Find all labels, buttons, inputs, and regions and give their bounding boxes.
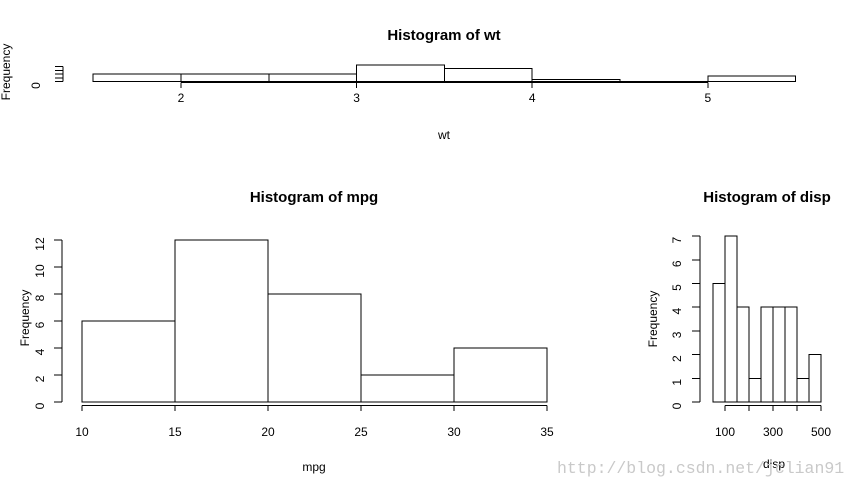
histogram-bar-mpg <box>174 239 269 403</box>
x-tick-label-mpg: 35 <box>540 425 554 439</box>
y-tick-label-mpg: 10 <box>33 264 47 278</box>
histogram-bar-mpg <box>267 293 362 403</box>
x-tick-label-mpg: 10 <box>75 425 89 439</box>
x-tick-label-mpg: 25 <box>354 425 368 439</box>
histogram-bar-mpg <box>360 374 455 403</box>
x-tick-label-wt: 2 <box>178 91 185 105</box>
histogram-bar-disp <box>748 377 762 403</box>
watermark: http://blog.csdn.net/jclian91 <box>557 459 845 478</box>
x-tick-label-mpg: 20 <box>261 425 275 439</box>
x-tick-label-wt: 4 <box>529 91 536 105</box>
histogram-bar-wt <box>92 73 182 82</box>
histogram-bar-disp <box>772 306 786 403</box>
x-tick-label-disp: 300 <box>763 425 783 439</box>
chart-wt: 2 3 4 5 0 Histogram of wt wt Frequency <box>0 27 797 142</box>
x-axis-label-mpg: mpg <box>302 460 325 474</box>
y-tick-label-mpg: 12 <box>33 237 47 251</box>
y-tick-label-mpg: 2 <box>33 375 47 382</box>
y-tick-label-mpg: 4 <box>33 348 47 355</box>
histogram-bar-wt <box>356 64 445 82</box>
histogram-bar-wt <box>443 68 533 83</box>
x-tick-label-mpg: 15 <box>168 425 182 439</box>
chart-title-mpg: Histogram of mpg <box>250 189 378 206</box>
x-tick-label-wt: 3 <box>353 91 360 105</box>
chart-disp: 100 300 500 0 1 2 3 4 5 6 7 Histogram of disp disp Fr… <box>646 189 831 471</box>
histogram-bar-disp <box>760 306 774 403</box>
y-tick-label-disp: 2 <box>670 355 684 362</box>
histogram-bar-disp <box>784 306 798 403</box>
y-tick-label-mpg: 6 <box>33 321 47 328</box>
y-axis-label-wt: Frequency <box>0 44 13 101</box>
x-tick-label-mpg: 30 <box>447 425 461 439</box>
chart-title-wt: Histogram of wt <box>387 27 500 44</box>
histogram-bar-wt <box>531 79 621 83</box>
histogram-bar-wt <box>180 73 270 82</box>
x-axis-label-wt: wt <box>437 128 451 142</box>
histogram-bar-disp <box>724 235 738 403</box>
histogram-bar-disp <box>796 377 810 403</box>
x-tick-label-disp: 500 <box>811 425 831 439</box>
y-tick-label-disp: 1 <box>670 379 684 386</box>
histogram-bar-mpg <box>453 347 548 403</box>
chart-mpg: 10 15 20 25 30 35 0 2 4 6 8 10 12 Histogram of mpg mpg… <box>18 189 554 474</box>
histogram-bar-disp <box>736 306 750 403</box>
histogram-bar-disp <box>712 283 726 403</box>
x-tick-label-disp: 100 <box>715 425 735 439</box>
y-tick-label-wt: 0 <box>29 82 43 89</box>
y-tick-label-disp: 6 <box>670 260 684 267</box>
y-tick-label-disp: 4 <box>670 308 684 315</box>
x-tick-label-wt: 5 <box>704 91 711 105</box>
histogram-bar-disp <box>808 354 822 403</box>
y-tick-label-mpg: 8 <box>33 294 47 301</box>
histogram-bar-wt <box>707 75 797 82</box>
histogram-bar-wt <box>268 73 358 82</box>
chart-title-disp: Histogram of disp <box>703 189 831 206</box>
y-axis-label-mpg: Frequency <box>18 290 32 347</box>
y-axis-label-disp: Frequency <box>646 291 660 348</box>
x-axis-label-disp: disp <box>763 457 785 471</box>
y-tick-label-disp: 5 <box>670 284 684 291</box>
y-tick-label-disp: 7 <box>670 236 684 243</box>
y-tick-label-disp: 3 <box>670 331 684 338</box>
y-tick-label-mpg: 0 <box>33 402 47 409</box>
y-tick-label-disp: 0 <box>670 402 684 409</box>
histogram-bar-mpg <box>81 320 176 403</box>
